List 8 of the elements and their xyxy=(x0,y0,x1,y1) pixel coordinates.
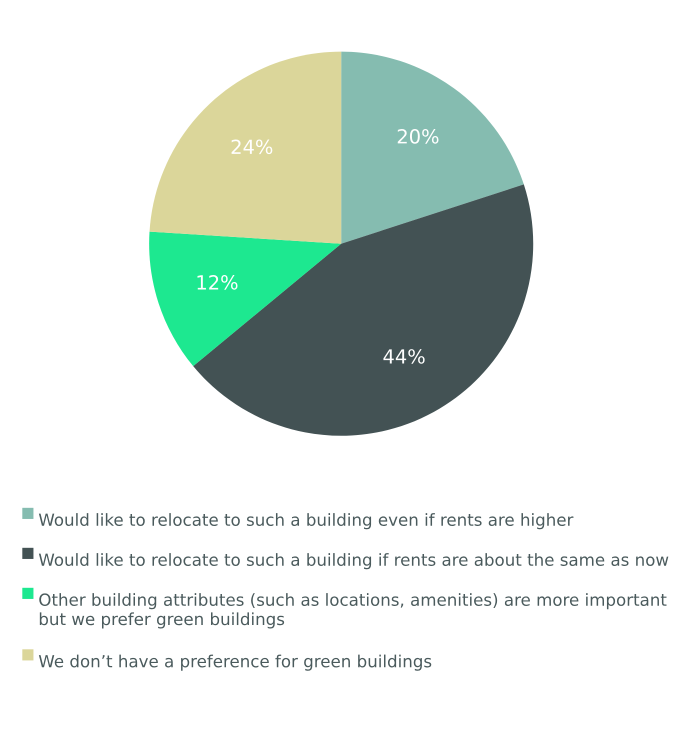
data-label: 24% xyxy=(232,139,272,154)
legend-label: Would like to relocate to such a building if rents are about the same as now xyxy=(38,553,668,570)
data-label: 44% xyxy=(383,349,425,364)
legend-label: Would like to relocate to such a building even if rents are higher xyxy=(38,513,574,530)
data-label: 12% xyxy=(198,275,238,290)
legend-label: We don’t have a preference for green buildings xyxy=(38,654,432,671)
legend-label: Other building attributes (such as locations, amenities) are more important but we prefer green buildings xyxy=(39,593,667,629)
data-label: 20% xyxy=(398,129,438,144)
